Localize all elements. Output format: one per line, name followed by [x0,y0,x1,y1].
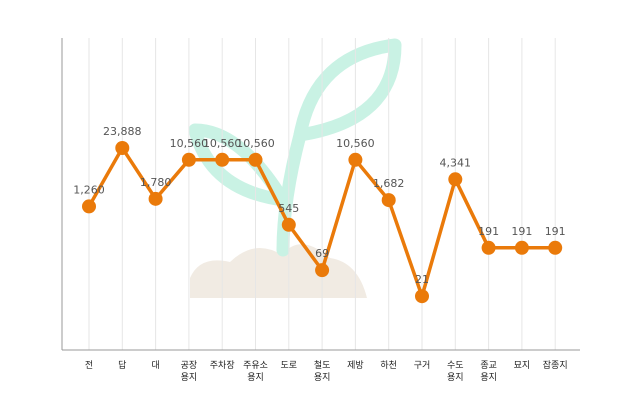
data-labels: 1,26023,8881,78010,56010,56010,560545691… [73,125,565,286]
x-tick-label: 전 [85,360,93,371]
data-label: 10,560 [170,137,209,150]
data-point [381,193,396,208]
data-point [82,199,96,214]
x-tick-label: 종교 용지 [480,360,497,383]
data-label: 1,682 [373,177,405,190]
data-point [481,240,496,255]
plant-illustration [188,38,402,298]
x-tick-label: 잡종지 [543,359,568,371]
x-tick-labels: 전 답 대 공장 용지 주차장 주유소 용지 도로 철도 용지 제방 하천 구거 수도 용지 종교 용지 묘지 잡종지 [85,359,568,383]
data-label: 21 [415,273,429,286]
data-point [115,141,130,155]
data-point [348,152,363,167]
data-point [514,240,529,255]
data-point [181,152,196,167]
x-tick-label: 도로 [281,361,298,371]
data-label: 10,560 [336,137,375,150]
data-point [215,152,230,167]
data-point [281,217,296,232]
data-label: 545 [278,202,299,215]
cloud-shape [190,244,367,298]
data-label: 4,341 [440,156,472,169]
data-label: 191 [545,225,566,238]
data-label: 191 [511,225,532,238]
x-tick-label: 철도 용지 [314,360,331,383]
data-label: 10,560 [236,137,275,150]
data-label: 191 [478,225,499,238]
data-label: 1,780 [140,176,172,189]
x-tick-label: 주유소 용지 [243,360,268,383]
data-points [82,141,563,304]
data-point [448,172,463,187]
data-point [548,240,563,255]
x-tick-label: 답 [118,359,126,371]
x-tick-label: 하천 [380,360,397,371]
x-tick-label: 주차장 [210,359,235,371]
x-tick-label: 제방 [347,360,364,371]
x-tick-label: 구거 [414,360,431,371]
data-label: 10,560 [203,137,242,150]
x-tick-label: 묘지 [514,360,531,371]
data-point [248,152,263,167]
data-label: 69 [315,247,329,260]
data-point [315,263,330,278]
x-tick-label: 대 [151,360,159,371]
data-label: 1,260 [73,183,105,196]
plant-leaf-right [293,38,402,142]
data-label: 23,888 [103,125,142,138]
x-tick-label: 공장 용지 [181,360,198,383]
data-point [415,289,429,304]
x-tick-label: 수도 용지 [447,360,464,383]
data-point [148,191,163,206]
